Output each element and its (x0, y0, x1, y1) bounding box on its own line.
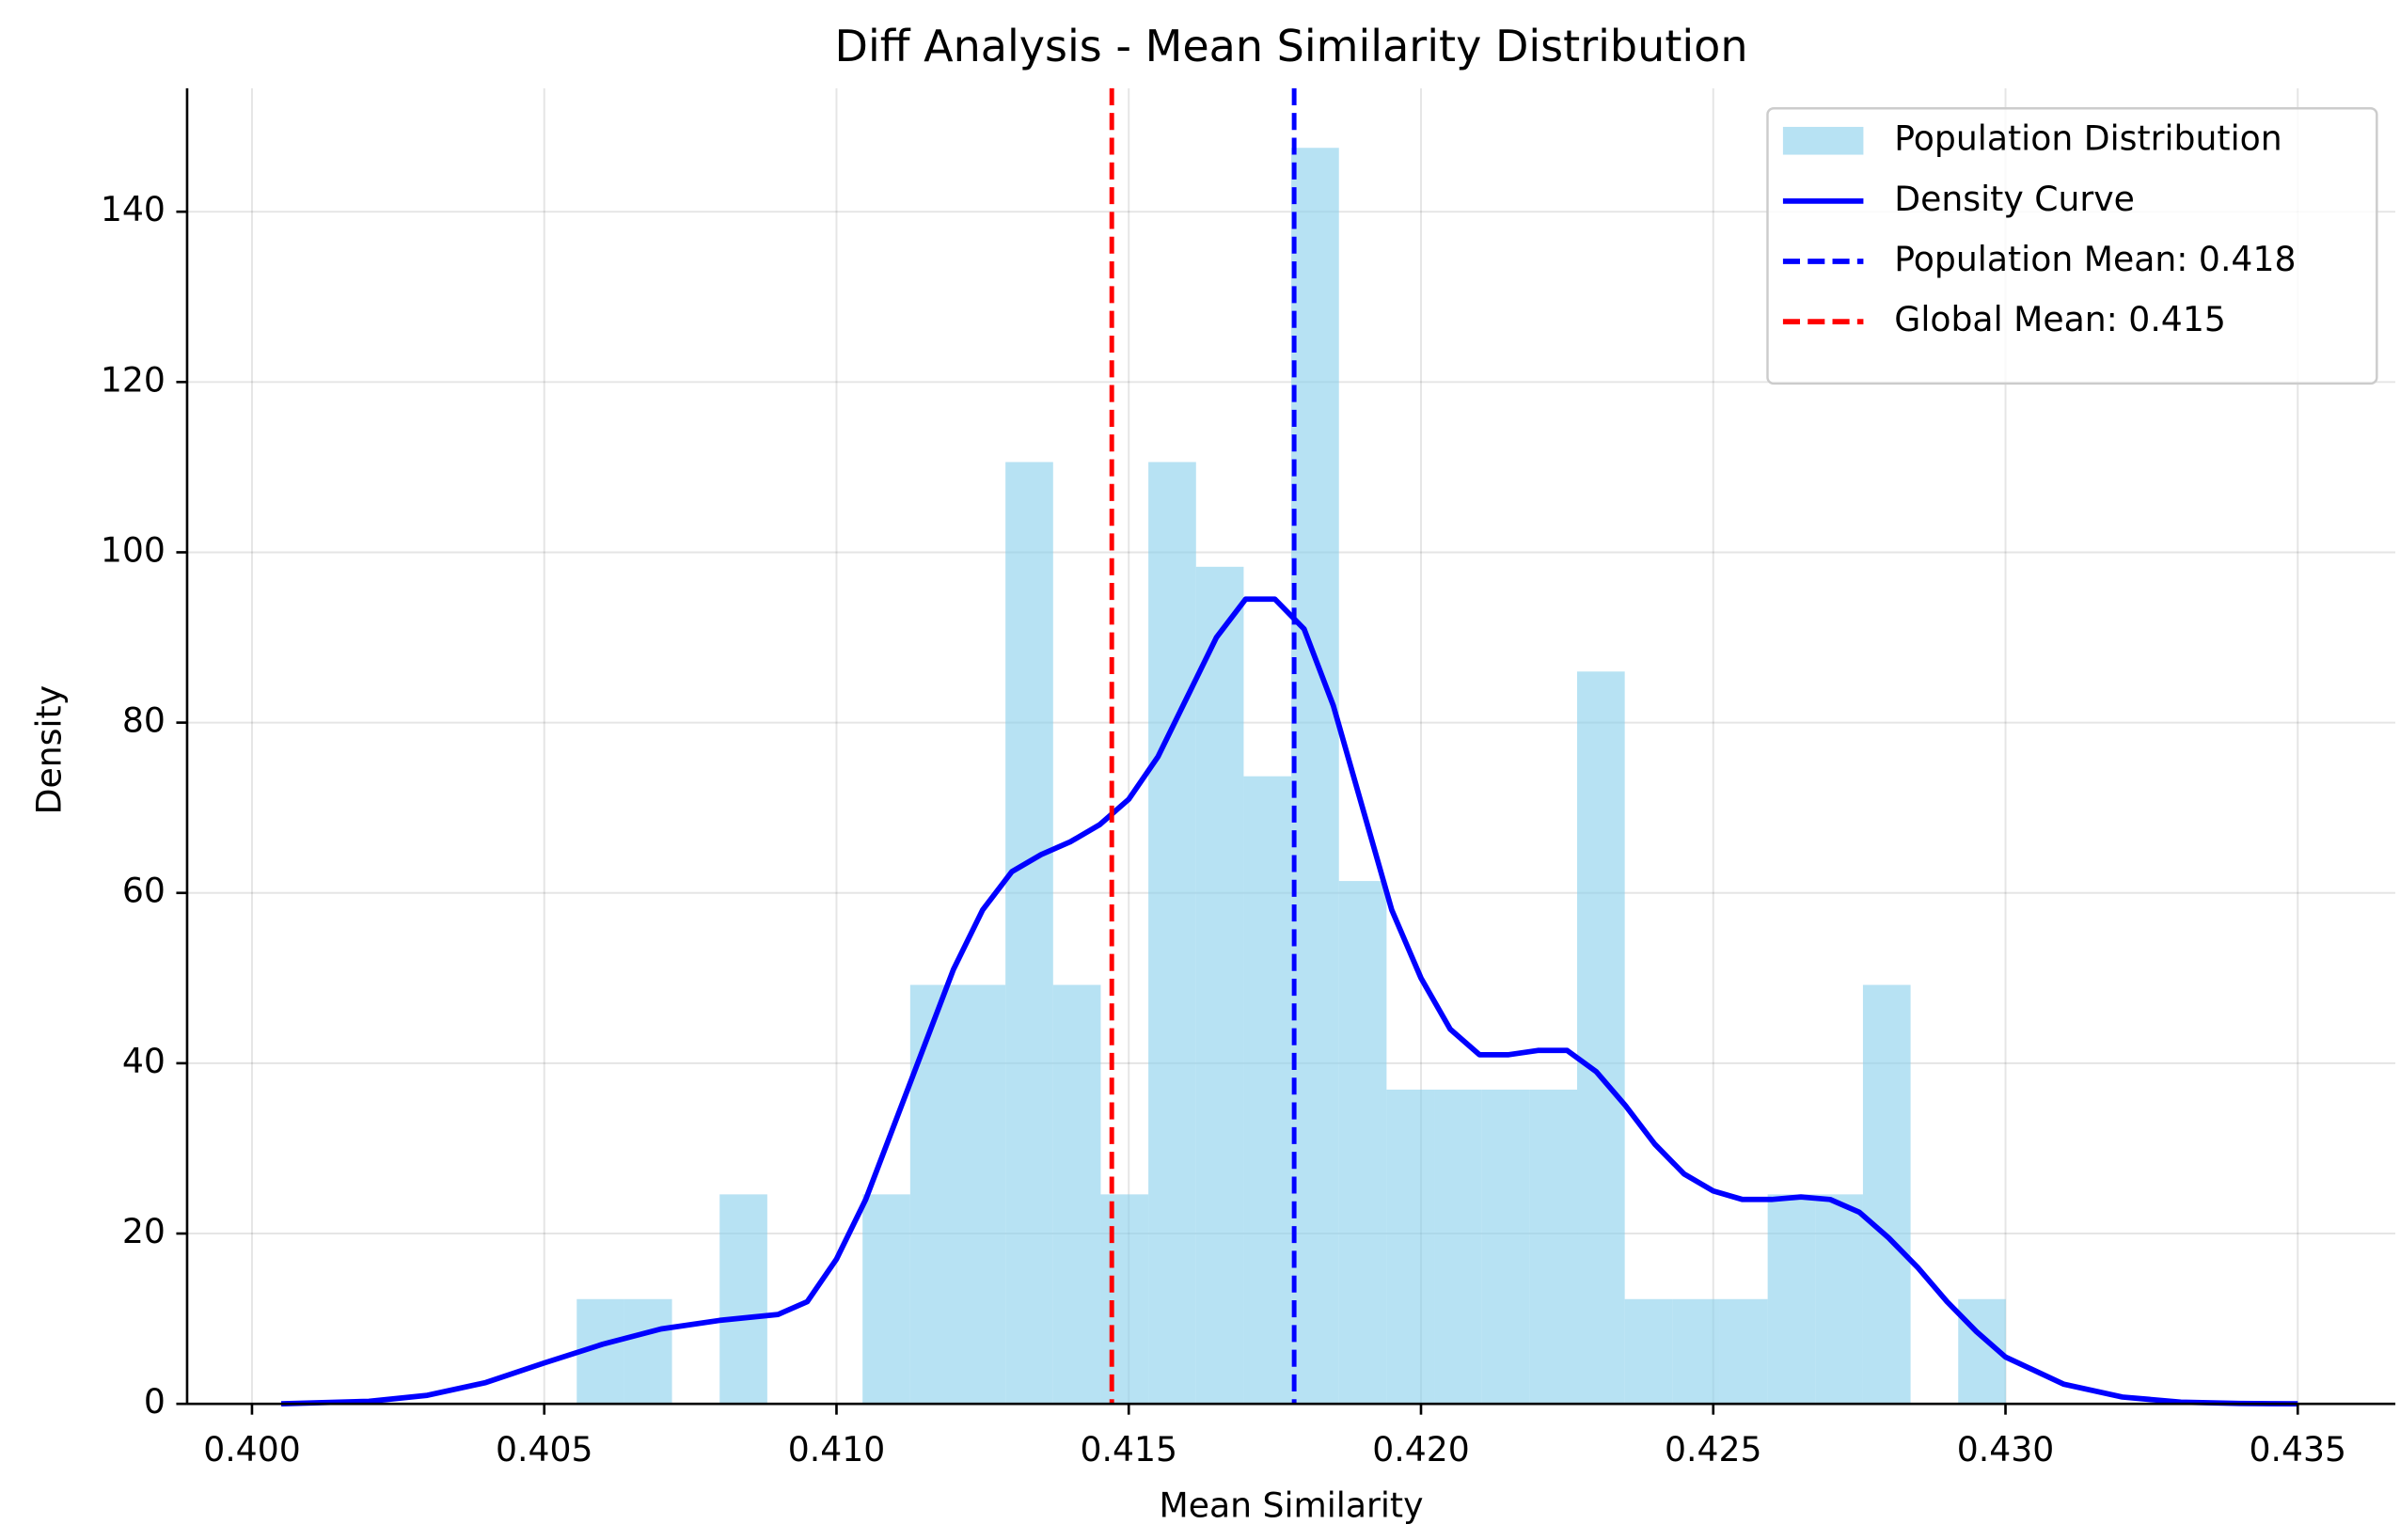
y-tick-label: 80 (122, 700, 166, 741)
histogram-bar (1338, 881, 1387, 1405)
histogram-bar (909, 984, 958, 1405)
y-tick-label: 60 (122, 871, 166, 911)
x-tick-label: 0.405 (496, 1429, 593, 1469)
y-tick-label: 40 (122, 1041, 166, 1081)
histogram-bar (1195, 566, 1244, 1405)
legend-label: Global Mean: 0.415 (1894, 299, 2226, 339)
y-tick-label: 20 (122, 1211, 166, 1251)
y-tick-label: 0 (144, 1381, 166, 1422)
histogram-bar (1434, 1089, 1482, 1405)
y-tick-label: 140 (101, 189, 166, 229)
histogram-bar (1577, 671, 1625, 1405)
histogram-bar (1100, 1194, 1149, 1405)
y-axis-label: Density (28, 685, 69, 814)
x-tick-label: 0.400 (203, 1429, 301, 1469)
histogram-bar (1767, 1194, 1816, 1405)
histogram-bar (1148, 462, 1196, 1405)
density-curve (280, 596, 2298, 1407)
histogram-bar (862, 1194, 910, 1405)
histogram-bar (1243, 776, 1292, 1405)
x-tick-label: 0.430 (1957, 1429, 2055, 1469)
x-tick-label: 0.420 (1372, 1429, 1470, 1469)
legend-box (1766, 106, 2378, 385)
legend-label: Population Mean: 0.418 (1894, 239, 2296, 279)
x-tick-label: 0.410 (788, 1429, 886, 1469)
histogram-bar (1291, 148, 1339, 1405)
chart-title: Diff Analysis - Mean Similarity Distribu… (835, 21, 1748, 71)
x-axis-label: Mean Similarity (1160, 1485, 1424, 1525)
legend-label: Population Distribution (1894, 118, 2282, 159)
x-tick-label: 0.435 (2250, 1429, 2347, 1469)
legend-swatch (1782, 126, 1864, 155)
histogram-bar (1052, 984, 1101, 1405)
histogram-bar (1624, 1298, 1673, 1405)
y-tick-label: 100 (101, 529, 166, 570)
histogram-bar (1481, 1089, 1530, 1405)
x-tick-label: 0.415 (1080, 1429, 1177, 1469)
histogram-bar (1719, 1298, 1768, 1405)
legend-label: Density Curve (1894, 179, 2135, 219)
histogram-bar (1529, 1089, 1578, 1405)
x-tick-label: 0.425 (1665, 1429, 1762, 1469)
histogram-bar (624, 1298, 672, 1405)
histogram-bar (1672, 1298, 1720, 1405)
histogram-bar (957, 984, 1006, 1405)
histogram-bar (1815, 1194, 1863, 1405)
histogram-bar (1862, 984, 1911, 1405)
histogram-bar (1386, 1089, 1435, 1405)
histogram-bar (719, 1194, 767, 1405)
histogram-bar (1005, 462, 1053, 1405)
y-tick-label: 120 (101, 359, 166, 400)
